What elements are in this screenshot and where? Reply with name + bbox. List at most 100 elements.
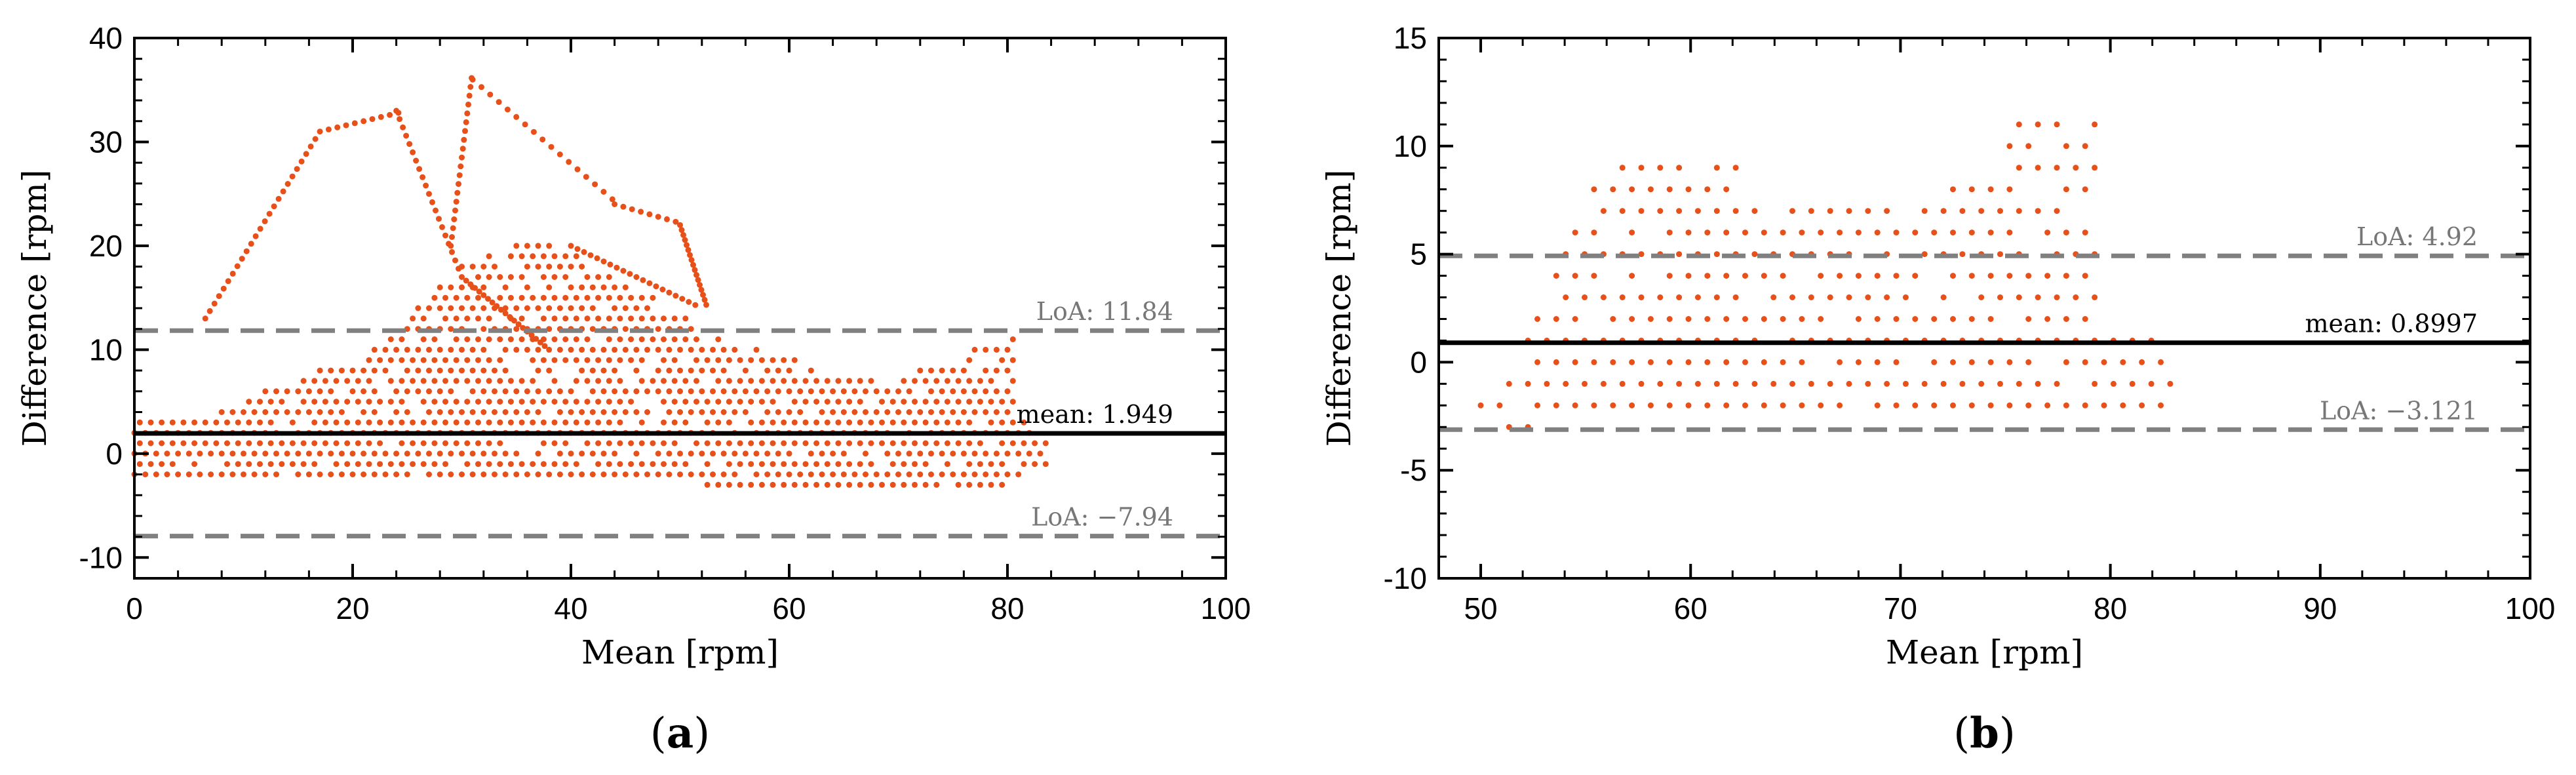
data-point [988, 399, 994, 405]
data-point [742, 367, 749, 374]
data-point [797, 388, 804, 395]
data-point [1808, 294, 1814, 300]
data-point [661, 357, 667, 363]
data-point [437, 409, 443, 415]
data-point [819, 450, 825, 457]
y-tick-label: 30 [89, 125, 123, 159]
data-point [1563, 294, 1569, 300]
data-point [448, 284, 454, 290]
data-point [202, 419, 208, 426]
data-point [1987, 229, 1994, 236]
data-point [1732, 294, 1739, 300]
data-point [502, 388, 509, 395]
data-point [726, 481, 732, 488]
data-point [715, 357, 722, 363]
data-point [955, 399, 962, 405]
data-point [693, 271, 699, 278]
data-point [334, 124, 341, 130]
data-point [966, 440, 973, 447]
data-point [453, 294, 459, 301]
data-point [679, 296, 686, 302]
data-point [208, 471, 214, 477]
data-point [300, 399, 307, 405]
data-point [966, 357, 973, 363]
data-point [2120, 402, 2126, 408]
data-point [382, 346, 389, 353]
data-point [218, 471, 225, 477]
data-point [737, 461, 743, 467]
data-point [551, 274, 558, 280]
data-point [720, 471, 727, 477]
data-point [225, 278, 231, 285]
data-point [451, 216, 458, 222]
data-point [452, 257, 458, 264]
data-point [387, 378, 394, 384]
data-point [617, 419, 623, 426]
data-point [928, 409, 934, 415]
data-point [311, 399, 318, 405]
data-point [884, 388, 891, 395]
data-point [1902, 380, 1909, 387]
data-point [541, 343, 548, 349]
data-point [600, 450, 607, 457]
data-point [895, 388, 901, 395]
data-point [328, 367, 334, 374]
data-point [486, 357, 492, 363]
data-point [1004, 367, 1011, 374]
data-point [366, 399, 372, 405]
data-point [671, 336, 678, 342]
data-point [889, 481, 896, 488]
data-point [415, 305, 421, 311]
panel-b-x-axis-label: Mean [rpm] [1886, 633, 2083, 671]
data-point [589, 326, 596, 332]
data-point [382, 367, 389, 374]
data-point [497, 461, 503, 467]
data-point [459, 346, 465, 353]
data-point [551, 378, 558, 384]
panel-b-loa-lower-label: LoA: −3.121 [2320, 396, 2478, 425]
data-point [715, 378, 722, 384]
data-point [1666, 273, 1673, 279]
data-point [371, 388, 378, 395]
data-point [999, 481, 1005, 488]
data-point [480, 284, 487, 290]
data-point [546, 284, 553, 290]
data-point [518, 315, 525, 322]
data-point [2016, 121, 2022, 128]
data-point [464, 315, 471, 322]
data-point [524, 284, 530, 290]
data-point [901, 481, 907, 488]
data-point [159, 419, 165, 426]
data-point [1591, 402, 1597, 408]
data-point [583, 174, 589, 180]
data-point [808, 450, 814, 457]
data-point [1808, 380, 1814, 387]
data-point [537, 339, 543, 346]
data-point [1685, 316, 1692, 322]
data-point [229, 471, 236, 477]
data-point [775, 409, 781, 415]
data-point [928, 450, 934, 457]
data-point [497, 419, 503, 426]
data-point [420, 378, 427, 384]
data-point [229, 270, 236, 277]
data-point [617, 440, 623, 447]
data-point [933, 481, 940, 488]
data-point [349, 450, 356, 457]
data-point [1723, 402, 1730, 408]
data-point [1638, 294, 1645, 300]
data-point [1997, 251, 2003, 258]
data-point [2092, 380, 2098, 387]
data-point [295, 471, 302, 477]
data-point [1021, 461, 1027, 467]
data-point [2063, 402, 2069, 408]
data-point [393, 108, 400, 114]
data-point [487, 91, 494, 98]
data-point [710, 388, 716, 395]
data-point [387, 336, 394, 342]
data-point [480, 326, 487, 332]
data-point [2139, 402, 2145, 408]
data-point [2044, 229, 2051, 236]
data-point [459, 409, 465, 415]
data-point [917, 450, 924, 457]
